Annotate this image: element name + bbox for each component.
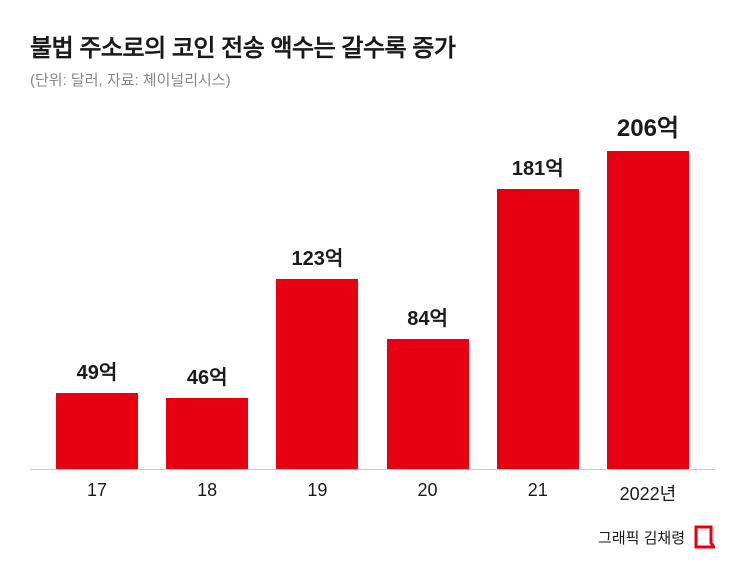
bar: [166, 398, 248, 469]
bar-group: 84억: [381, 302, 475, 469]
xaxis-label: 18: [160, 480, 254, 506]
bar-group: 46억: [160, 361, 254, 469]
publisher-logo-icon: [693, 524, 715, 550]
bar: [387, 339, 469, 469]
bar-value-label: 123억: [291, 242, 343, 271]
bar-value-label: 84억: [407, 302, 448, 331]
bar-value-label: 46억: [187, 361, 228, 390]
chart-subtitle: (단위: 달러, 자료: 체이널리시스): [30, 69, 715, 90]
xaxis-label: 17: [50, 480, 144, 506]
bars-container: 49억46억123억84억181억206억: [30, 130, 715, 470]
bar-group: 123억: [270, 242, 364, 469]
bar-value-label: 181억: [512, 152, 564, 181]
credit-text: 그래픽 김채령: [598, 527, 685, 548]
chart-area: 49억46억123억84억181억206억 17181920212022년: [30, 130, 715, 510]
xaxis-label: 21: [491, 480, 585, 506]
xaxis-label: 2022년: [601, 480, 695, 506]
chart-title: 불법 주소로의 코인 전송 액수는 갈수록 증가: [30, 28, 715, 63]
bar: [607, 151, 689, 469]
bar-value-label: 49억: [77, 356, 118, 385]
bar-group: 206억: [601, 108, 695, 469]
xaxis-container: 17 18 19 20 21 2022년: [30, 470, 715, 506]
bar: [497, 189, 579, 469]
bar-value-label: 206억: [617, 108, 679, 143]
bar: [56, 393, 138, 469]
credit: 그래픽 김채령: [598, 524, 715, 550]
xaxis-label: 20: [381, 480, 475, 506]
bar-group: 181억: [491, 152, 585, 469]
bar-group: 49억: [50, 356, 144, 469]
bar: [276, 279, 358, 469]
xaxis-label: 19: [270, 480, 364, 506]
